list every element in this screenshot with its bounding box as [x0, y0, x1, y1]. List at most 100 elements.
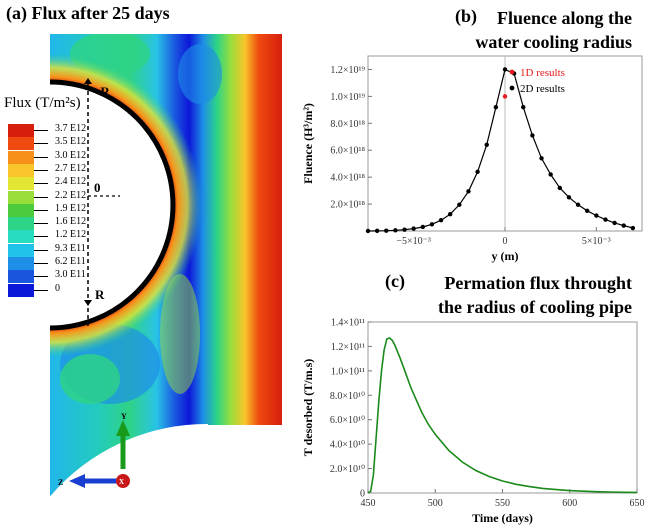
marker-r: R — [95, 287, 105, 302]
data-point — [457, 202, 462, 207]
legend-label: 3.7 E12 — [55, 123, 87, 134]
legend-label: 3.5 E12 — [55, 136, 87, 148]
x-tick-label: 550 — [495, 498, 510, 509]
legend-label: 3.0 E11 — [55, 269, 86, 281]
x-tick-label: 500 — [428, 498, 443, 509]
legend-label: 2.2 E12 — [55, 189, 87, 201]
y-tick-label: 0 — [360, 489, 365, 500]
legend-label: 2.4 E12 — [55, 176, 87, 188]
legend-swatch — [8, 150, 34, 164]
permeation-chart: 0 2.0×10¹⁰ 4.0×10¹⁰ 6.0×10¹⁰ 8.0×10¹⁰ 1.0×10¹… — [301, 318, 645, 526]
data-point — [575, 202, 581, 207]
data-point — [548, 172, 553, 177]
data-point — [612, 220, 617, 226]
legend-swatch — [8, 124, 34, 137]
x-axis-label: X — [119, 478, 124, 486]
legend-marker — [509, 69, 515, 75]
legend-swatch — [8, 257, 34, 270]
y-axis-label: Y — [121, 412, 127, 421]
data-point — [621, 223, 626, 228]
data-point — [530, 133, 535, 138]
legend-title: Flux (T/m²s) — [4, 95, 81, 111]
legend-swatch — [8, 137, 34, 151]
data-point — [585, 208, 590, 214]
y-tick-label: 6.0×10¹⁰ — [330, 415, 365, 426]
legend-swatch — [8, 177, 34, 191]
data-point — [493, 104, 499, 110]
x-tick-label: 650 — [630, 498, 645, 509]
y-tick-label: 8.0×10¹⁰ — [330, 391, 365, 402]
panel-c-label: (c) — [385, 271, 405, 291]
data-point — [502, 67, 508, 72]
legend-label: 1.9 E12 — [55, 202, 87, 214]
legend-swatch — [8, 203, 34, 217]
y-tick-label: 6.0×10¹⁸ — [330, 146, 365, 157]
panel-a-title: Flux after 25 days — [31, 3, 170, 23]
data-point — [603, 217, 608, 222]
pipe-wall — [50, 79, 176, 331]
x-tick-label: 600 — [562, 498, 577, 509]
y-tick-label: 1.4×10¹¹ — [331, 318, 365, 329]
data-point — [402, 227, 407, 232]
panel-a-heading: (a) Flux after 25 days — [6, 3, 170, 24]
legend-swatch — [8, 217, 34, 231]
legend-label: 3.0 E12 — [55, 149, 87, 161]
legend-swatch — [8, 163, 34, 177]
legend-label: 6.2 E11 — [55, 256, 86, 267]
x-tick-label: −5×10⁻³ — [396, 236, 431, 247]
data-point — [393, 228, 398, 233]
x-axis-title: y (m) — [492, 249, 519, 263]
data-point — [438, 218, 444, 223]
legend-entry: 1D results — [520, 67, 565, 79]
y-tick-label: 1.2×10¹¹ — [331, 342, 365, 353]
x-tick-label: 5×10⁻³ — [582, 236, 611, 247]
y-tick-label: 1.0×10¹⁹ — [330, 92, 365, 103]
data-point — [484, 142, 489, 148]
legend-label: 0 — [55, 282, 60, 294]
data-point — [420, 224, 425, 230]
data-point — [539, 156, 544, 161]
legend-swatch — [8, 190, 34, 204]
legend-label: 9.3 E11 — [55, 242, 86, 254]
plot-frame — [367, 321, 638, 494]
panel-b-label: (b) — [455, 6, 477, 26]
x-tick-label: 0 — [503, 236, 508, 247]
y-tick-label: 4.0×10¹⁸ — [330, 173, 365, 184]
x-axis-marker — [116, 474, 130, 488]
flux-colorbar: 3.7 E12 3.5 E12 3.0 E12 2.7 E12 2.4 E12 2.2 E… — [8, 123, 128, 304]
z-axis-label: Z — [58, 478, 63, 487]
y-tick-label: 1.2×10¹⁹ — [330, 65, 365, 76]
legend-swatch — [8, 230, 34, 244]
legend-label: 1.6 E12 — [55, 216, 87, 228]
fluence-chart: 2.0×10¹⁸ 4.0×10¹⁸ 6.0×10¹⁸ 8.0×10¹⁸ 1.0×10¹⁹… — [301, 55, 643, 263]
x-tick-label: 450 — [361, 498, 376, 509]
data-point — [557, 185, 562, 191]
data-point — [365, 228, 371, 234]
y-tick-label: 4.0×10¹⁰ — [330, 440, 365, 451]
x-axis-title: Time (days) — [472, 511, 533, 525]
data-point — [566, 195, 572, 200]
panel-b-title: Fluence along the water cooling radius — [475, 8, 632, 52]
legend-swatch — [8, 270, 34, 284]
data-point — [384, 228, 389, 233]
y-tick-label: 8.0×10¹⁸ — [330, 119, 365, 130]
y-tick-label: 2.0×10¹⁰ — [330, 464, 365, 475]
marker-minus-r: -R — [96, 84, 110, 99]
data-point — [411, 226, 416, 231]
axis-triad: Y Z X — [58, 412, 130, 488]
panel-a-label: (a) — [6, 3, 27, 23]
data-point — [594, 213, 599, 218]
data-point — [374, 228, 380, 234]
legend-marker — [509, 85, 515, 91]
data-point — [521, 104, 526, 110]
marker-zero: 0 — [94, 180, 101, 195]
series-line — [367, 68, 634, 232]
legend-swatch — [8, 283, 34, 297]
y-axis-title: T desorbed (T/m.s) — [301, 359, 315, 456]
y-tick-label: 2.0×10¹⁸ — [330, 200, 365, 211]
legend-swatch — [8, 243, 34, 257]
data-point — [448, 211, 453, 217]
legend-label: 2.7 E12 — [55, 162, 87, 174]
flux-contour-plot — [50, 34, 282, 498]
y-axis-title: Fluence (H³/m²) — [301, 103, 315, 184]
